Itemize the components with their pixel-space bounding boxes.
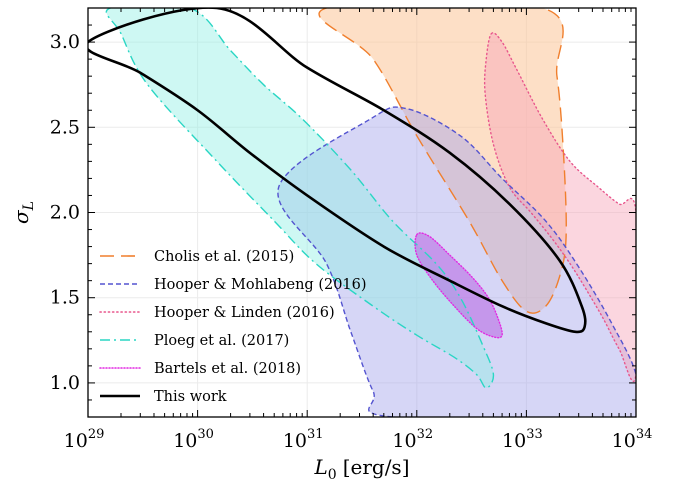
x-tick-label: 1032 xyxy=(392,427,433,452)
legend-label: Ploeg et al. (2017) xyxy=(154,333,289,349)
legend-label: Cholis et al. (2015) xyxy=(154,249,294,265)
x-tick-label: 1034 xyxy=(612,427,653,452)
y-tick-label: 2.5 xyxy=(50,116,80,138)
contour-fill-hooper-linden-2016 xyxy=(484,32,636,382)
plot-area xyxy=(88,8,636,417)
contour-line-this-work xyxy=(88,8,587,334)
legend: Cholis et al. (2015) Hooper & Mohlabeng (… xyxy=(99,249,367,405)
tick-marks: 1029 1030 1031 1032 1033 1034 1.0 1.5 2.0 2.5 3.0 xyxy=(50,7,653,452)
x-tick-label: 1029 xyxy=(64,427,105,452)
contour-line-hooper-linden-2016 xyxy=(483,32,636,383)
x-tick-label: 1033 xyxy=(502,427,543,452)
legend-label: This work xyxy=(154,389,227,405)
y-tick-label: 1.0 xyxy=(50,372,80,394)
contour-lines xyxy=(88,8,636,417)
contour-fills xyxy=(106,8,636,417)
contour-line-ploeg-et-al-2017 xyxy=(105,8,495,389)
x-tick-label: 1031 xyxy=(283,427,324,452)
contour-fill-cholis-et-al-2015 xyxy=(319,8,567,314)
legend-label: Hooper & Mohlabeng (2016) xyxy=(154,277,367,293)
contour-line-cholis-et-al-2015 xyxy=(318,8,567,314)
x-axis-label: L0 [erg/s] xyxy=(313,455,409,483)
contour-line-hooper-mohlabeng-2016 xyxy=(277,106,636,417)
y-axis-label: σL xyxy=(9,201,37,224)
legend-label: Bartels et al. (2018) xyxy=(154,361,301,377)
contour-fill-ploeg-et-al-2017 xyxy=(106,8,494,389)
contour-line-bartels-et-al-2018 xyxy=(414,232,503,339)
y-tick-label: 2.0 xyxy=(50,202,80,224)
y-tick-label: 3.0 xyxy=(50,31,80,53)
legend-label: Hooper & Linden (2016) xyxy=(154,305,335,321)
y-tick-label: 1.5 xyxy=(50,287,80,309)
x-tick-label: 1030 xyxy=(173,427,214,452)
